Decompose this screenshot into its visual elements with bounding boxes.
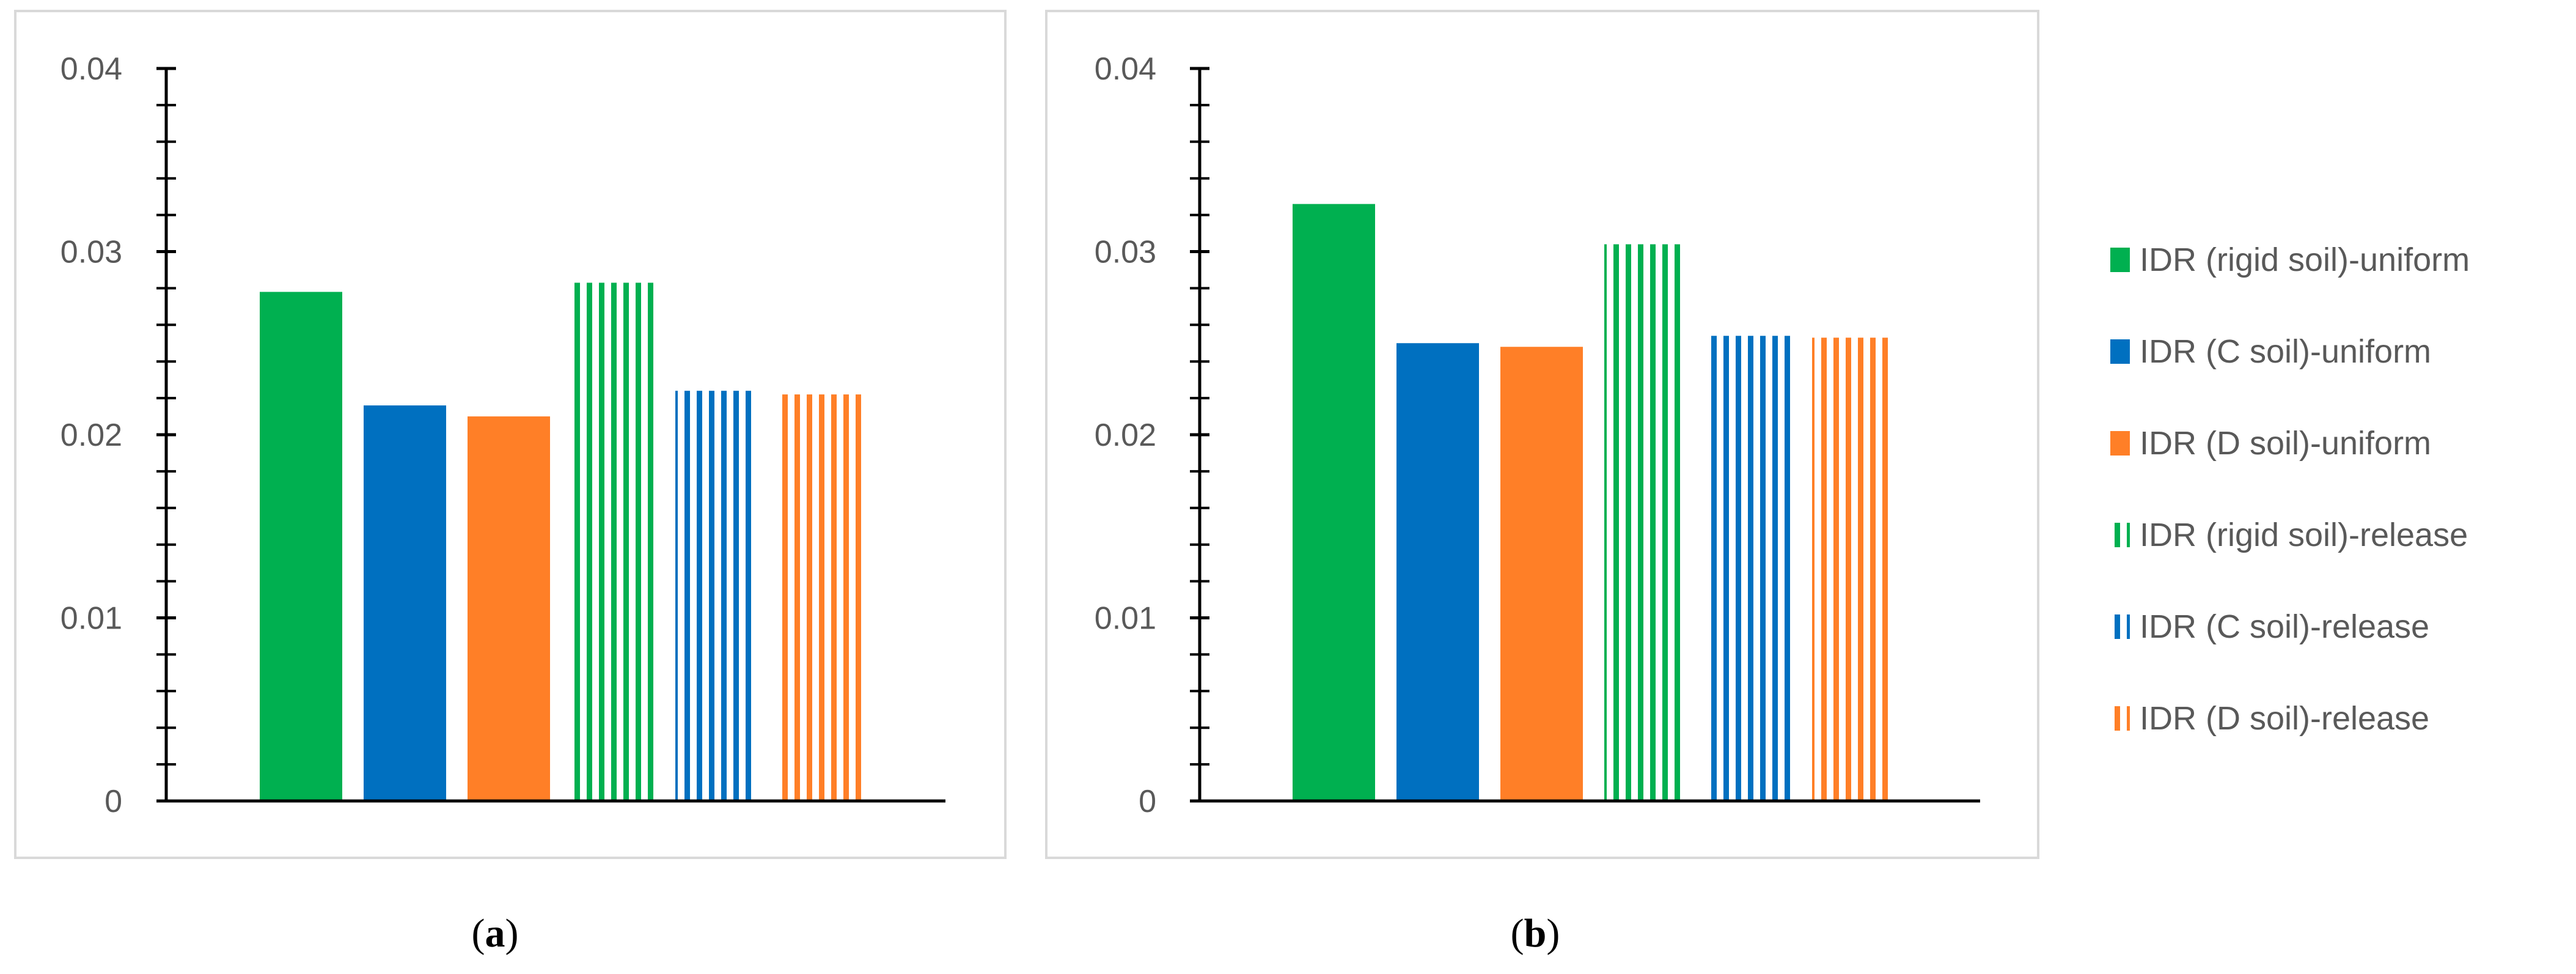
y-tick-label-b: 0.04: [1095, 51, 1156, 87]
bar-b-6: [1812, 338, 1895, 801]
caption-a-letter: a: [485, 911, 505, 956]
y-tick-label-b: 0: [1139, 784, 1156, 819]
legend-swatch-5: [2110, 614, 2130, 639]
chart-a: 0 0.01 0.02 0.03 0.04: [61, 51, 945, 819]
y-tick-label-a: 0: [105, 784, 122, 819]
y-tick-label-a: 0.02: [61, 418, 122, 453]
caption-b-open: (: [1511, 911, 1524, 956]
y-tick-label-b: 0.02: [1095, 418, 1156, 453]
legend-label-2: IDR (C soil)-uniform: [2140, 333, 2431, 370]
legend-swatch-3: [2110, 431, 2130, 456]
legend-label-6: IDR (D soil)-release: [2140, 700, 2429, 737]
legend-label-5: IDR (C soil)-release: [2140, 608, 2429, 645]
caption-a-open: (: [472, 911, 485, 956]
bar-a-4: [571, 282, 654, 801]
bar-a-2: [364, 405, 446, 801]
legend-swatch-2: [2110, 339, 2130, 364]
legend-swatch-4: [2110, 523, 2130, 547]
bar-b-4: [1604, 244, 1687, 801]
legend-swatch-1: [2110, 248, 2130, 272]
bar-a-6: [779, 394, 862, 801]
legend-swatch-6: [2110, 706, 2130, 731]
bar-a-5: [675, 391, 758, 801]
bar-b-5: [1708, 336, 1791, 801]
caption-b-close: ): [1546, 911, 1560, 956]
y-tick-label-a: 0.01: [61, 601, 122, 636]
legend-label-1: IDR (rigid soil)-uniform: [2140, 242, 2470, 278]
legend-label-4: IDR (rigid soil)-release: [2140, 517, 2468, 553]
bar-b-3: [1500, 347, 1583, 801]
caption-a: (a): [472, 911, 519, 956]
y-tick-label-a: 0.04: [61, 51, 122, 87]
legend-label-3: IDR (D soil)-uniform: [2140, 425, 2431, 462]
y-tick-label-a: 0.03: [61, 235, 122, 270]
chart-b: 0 0.01 0.02 0.03 0.04: [1095, 51, 1980, 819]
caption-a-close: ): [505, 911, 519, 956]
bar-a-3: [468, 416, 550, 801]
caption-b: (b): [1511, 911, 1560, 956]
y-tick-label-b: 0.01: [1095, 601, 1156, 636]
bar-b-1: [1293, 204, 1375, 801]
caption-b-letter: b: [1524, 911, 1547, 956]
y-tick-label-b: 0.03: [1095, 235, 1156, 270]
bar-a-1: [260, 292, 342, 801]
legend: IDR (rigid soil)-uniform IDR (C soil)-uni…: [2110, 242, 2470, 737]
bar-b-2: [1396, 343, 1479, 801]
